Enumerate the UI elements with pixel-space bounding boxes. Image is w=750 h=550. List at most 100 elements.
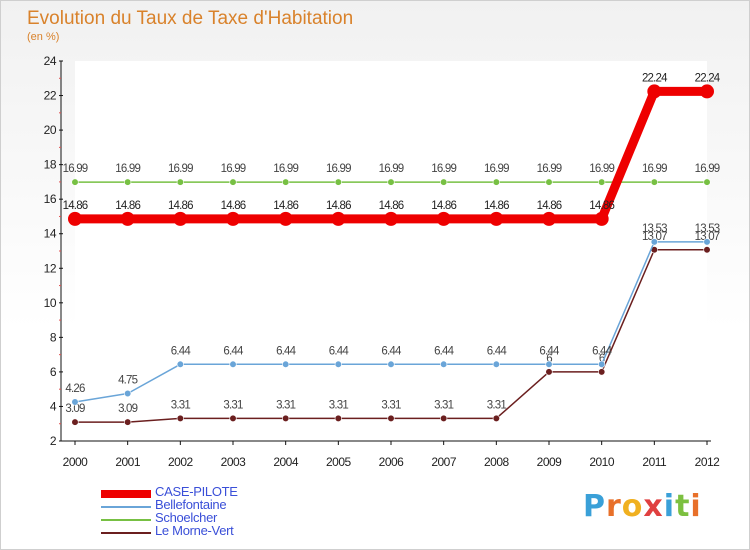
legend-label: CASE-PILOTE xyxy=(155,484,238,499)
data-label-bellefontaine: 6.44 xyxy=(329,345,350,357)
data-point-le-morne-vert xyxy=(703,246,711,254)
data-label-bellefontaine: 6.44 xyxy=(592,345,613,357)
legend-label: Schoelcher xyxy=(155,510,218,525)
data-label-le-morne-vert: 3.31 xyxy=(276,399,296,411)
x-tick-label: 2005 xyxy=(326,455,352,469)
data-label-schoelcher: 16.99 xyxy=(63,163,88,175)
legend-swatch xyxy=(101,489,151,498)
data-point-case-pilote xyxy=(331,211,346,226)
y-tick-label: 22 xyxy=(44,89,57,103)
data-point-bellefontaine xyxy=(71,398,79,406)
data-point-le-morne-vert xyxy=(440,414,448,422)
data-point-schoelcher xyxy=(440,178,448,186)
data-point-schoelcher xyxy=(545,178,553,186)
data-label-case-pilote: 14.86 xyxy=(221,200,246,212)
y-tick-label: 6 xyxy=(50,365,57,379)
data-label-case-pilote: 14.86 xyxy=(63,200,88,212)
data-label-le-morne-vert: 13.07 xyxy=(642,231,667,243)
data-label-case-pilote: 14.86 xyxy=(168,200,193,212)
data-label-case-pilote: 14.86 xyxy=(273,200,298,212)
data-point-le-morne-vert xyxy=(334,414,342,422)
data-point-case-pilote xyxy=(173,211,188,226)
data-point-bellefontaine xyxy=(492,360,500,368)
data-point-case-pilote xyxy=(647,84,662,99)
x-tick-label: 2010 xyxy=(589,455,615,469)
plot-area xyxy=(75,61,707,441)
data-point-le-morne-vert xyxy=(492,414,500,422)
data-point-case-pilote xyxy=(700,84,714,99)
data-label-le-morne-vert: 3.09 xyxy=(118,403,138,415)
data-point-bellefontaine xyxy=(229,360,237,368)
data-label-schoelcher: 16.99 xyxy=(168,163,193,175)
data-point-le-morne-vert xyxy=(282,414,290,422)
data-point-le-morne-vert xyxy=(387,414,395,422)
data-point-case-pilote xyxy=(278,211,293,226)
x-tick-label: 2012 xyxy=(695,455,721,469)
data-point-bellefontaine xyxy=(387,360,395,368)
data-point-case-pilote xyxy=(226,211,240,226)
data-label-schoelcher: 16.99 xyxy=(642,163,667,175)
data-label-case-pilote: 14.86 xyxy=(379,200,404,212)
data-point-le-morne-vert xyxy=(124,418,132,426)
data-point-case-pilote xyxy=(542,211,556,226)
data-point-schoelcher xyxy=(176,178,184,186)
legend-label: Bellefontaine xyxy=(155,497,227,512)
x-tick-label: 2011 xyxy=(642,455,667,469)
data-point-schoelcher xyxy=(71,178,79,186)
logo-letter: r xyxy=(606,489,622,524)
data-label-bellefontaine: 6.44 xyxy=(171,345,192,357)
data-point-bellefontaine xyxy=(440,360,448,368)
legend-swatch xyxy=(101,518,151,521)
data-point-case-pilote xyxy=(120,211,135,226)
x-tick-label: 2006 xyxy=(379,455,405,469)
data-label-bellefontaine: 6.44 xyxy=(223,345,244,357)
data-label-schoelcher: 16.99 xyxy=(431,163,456,175)
x-tick-label: 2004 xyxy=(273,455,299,469)
data-label-case-pilote: 14.86 xyxy=(537,200,562,212)
data-label-bellefontaine: 6.44 xyxy=(539,345,560,357)
logo-letter: t xyxy=(675,489,691,524)
y-tick-label: 12 xyxy=(44,261,57,275)
y-tick-label: 24 xyxy=(44,54,57,68)
data-point-le-morne-vert xyxy=(545,368,553,376)
logo-letter: x xyxy=(643,489,664,524)
data-label-bellefontaine: 13.53 xyxy=(642,223,667,235)
data-label-bellefontaine: 4.26 xyxy=(65,383,85,395)
data-point-le-morne-vert xyxy=(71,418,79,426)
y-tick-label: 10 xyxy=(44,296,57,310)
y-tick-label: 2 xyxy=(50,434,57,448)
data-label-case-pilote: 22.24 xyxy=(695,72,721,84)
data-label-schoelcher: 16.99 xyxy=(379,163,404,175)
x-tick-label: 2009 xyxy=(537,455,563,469)
data-label-schoelcher: 16.99 xyxy=(695,163,720,175)
data-point-schoelcher xyxy=(492,178,500,186)
data-point-schoelcher xyxy=(703,178,711,186)
data-label-le-morne-vert: 6 xyxy=(599,353,605,365)
proxiti-logo: Proxiti xyxy=(583,489,702,524)
data-label-le-morne-vert: 3.31 xyxy=(171,399,191,411)
data-label-bellefontaine: 6.44 xyxy=(434,345,455,357)
y-tick-label: 4 xyxy=(50,399,57,413)
data-point-le-morne-vert xyxy=(598,368,606,376)
data-point-bellefontaine xyxy=(124,389,132,398)
legend-swatch xyxy=(101,505,151,508)
data-label-case-pilote: 14.86 xyxy=(484,200,509,212)
data-label-bellefontaine: 4.75 xyxy=(118,375,138,387)
data-point-schoelcher xyxy=(387,178,395,186)
data-label-schoelcher: 16.99 xyxy=(221,163,246,175)
data-label-bellefontaine: 6.44 xyxy=(276,345,297,357)
y-tick-label: 20 xyxy=(44,123,57,137)
data-label-bellefontaine: 6.44 xyxy=(487,345,508,357)
x-tick-label: 2007 xyxy=(431,455,457,469)
data-label-le-morne-vert: 3.31 xyxy=(487,399,507,411)
data-label-schoelcher: 16.99 xyxy=(589,163,614,175)
x-tick-label: 2002 xyxy=(168,455,194,469)
logo-letter: P xyxy=(583,489,606,524)
data-label-case-pilote: 14.86 xyxy=(431,200,456,212)
x-tick-label: 2000 xyxy=(63,455,89,469)
legend-label: Le Morne-Vert xyxy=(155,523,234,538)
data-point-case-pilote xyxy=(384,211,398,226)
y-tick-label: 14 xyxy=(44,227,57,241)
